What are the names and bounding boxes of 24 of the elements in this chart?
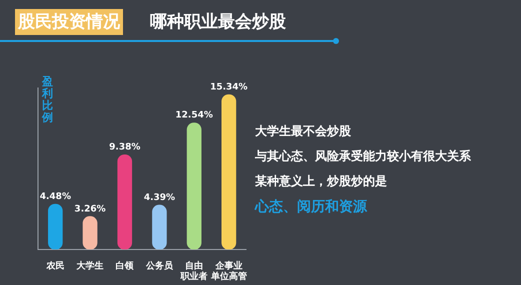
x-tick-label: 企事业单位高管: [210, 260, 247, 282]
data-label: 15.34%: [210, 82, 248, 92]
bar: [48, 204, 63, 250]
chart-title: 股民投资情况: [15, 9, 123, 35]
bar: [222, 94, 236, 250]
data-label: 4.48%: [40, 192, 71, 202]
chart-subtitle: 哪种职业最会炒股: [150, 11, 286, 33]
text: 与其心态、风险承受能力较小有很大关系: [255, 148, 471, 165]
data-label: 4.39%: [144, 192, 176, 203]
y-axis-title: 盈利比例: [42, 75, 54, 124]
bar: [186, 122, 202, 250]
bar: [152, 204, 167, 250]
data-label: 3.26%: [74, 204, 106, 214]
text: 某种意义上，炒股炒的是: [255, 173, 388, 190]
x-tick-label: 大学生: [76, 260, 104, 270]
x-tick-label: 白领: [116, 260, 135, 270]
x-tick-label: 公务员: [144, 260, 174, 270]
text: 大学生最不会炒股: [255, 123, 352, 140]
text: 心态、阅历和资源: [255, 198, 368, 216]
data-label: 12.54%: [175, 110, 213, 121]
bar: [117, 154, 132, 250]
x-tick-label: 农民: [45, 260, 64, 270]
x-tick-label: 自由职业者: [180, 260, 208, 282]
data-label: 9.38%: [109, 142, 140, 153]
